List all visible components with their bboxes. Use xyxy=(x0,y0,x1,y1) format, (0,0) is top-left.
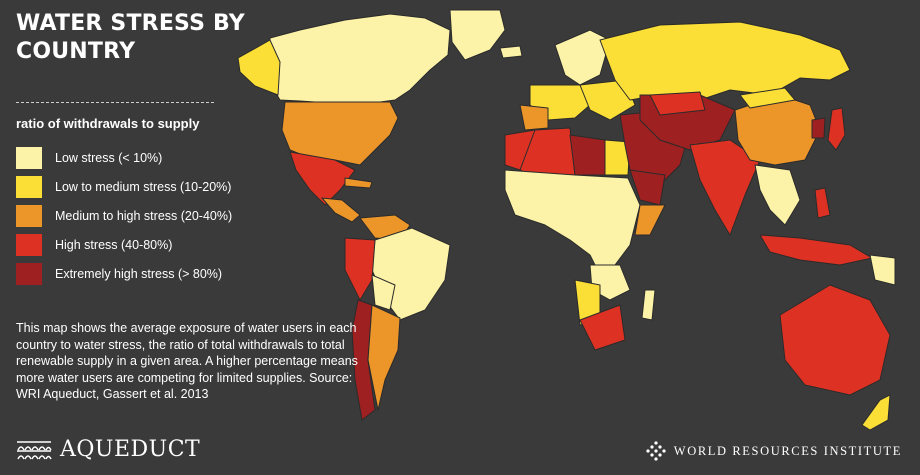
region-peru xyxy=(344,237,376,301)
legend-label: High stress (40-80%) xyxy=(55,237,173,252)
region-canada xyxy=(267,13,451,104)
region-iberia xyxy=(519,104,549,131)
region-mexico xyxy=(289,151,356,206)
region-greenland xyxy=(449,9,506,61)
legend-item-low: Low stress (< 10%) xyxy=(16,143,232,172)
region-new-zealand xyxy=(861,394,891,431)
wri-icon xyxy=(646,441,666,461)
aqueduct-icon xyxy=(17,440,52,459)
region-egypt xyxy=(604,139,631,176)
legend-swatch xyxy=(16,233,42,256)
region-japan xyxy=(827,107,846,151)
legend-item-medium-high: Medium to high stress (20-40%) xyxy=(16,201,232,230)
region-mongolia xyxy=(739,87,796,109)
legend-label: Medium to high stress (20-40%) xyxy=(55,208,233,223)
wri-wordmark: WORLD RESOURCES INSTITUTE xyxy=(673,443,902,458)
legend-label: Extremely high stress (> 80%) xyxy=(55,266,223,281)
region-philippines xyxy=(814,187,831,219)
legend-item-extremely-high: Extremely high stress (> 80%) xyxy=(16,259,232,288)
region-india xyxy=(689,139,761,236)
region-scandinavia xyxy=(554,29,611,86)
region-indonesia xyxy=(759,234,873,266)
region-cuba xyxy=(344,177,373,189)
region-argentina xyxy=(367,304,401,411)
region-madagascar xyxy=(641,289,656,321)
region-africa-west-central xyxy=(504,169,641,276)
region-south-africa xyxy=(579,304,626,351)
legend-swatch xyxy=(16,204,42,227)
region-australia xyxy=(779,284,891,396)
region-se-asia xyxy=(754,164,801,226)
legend-label: Low stress (< 10%) xyxy=(55,150,163,165)
legend-swatch xyxy=(16,262,42,285)
wri-logo: WORLD RESOURCES INSTITUTE xyxy=(646,441,902,461)
legend-item-low-medium: Low to medium stress (10-20%) xyxy=(16,172,232,201)
region-iceland xyxy=(499,45,523,59)
aqueduct-logo: AQUEDUCT xyxy=(16,437,200,462)
region-libya xyxy=(569,134,606,176)
region-bolivia xyxy=(371,274,396,311)
region-central-america xyxy=(321,197,361,223)
legend-label: Low to medium stress (10-20%) xyxy=(55,179,232,194)
map-description: This map shows the average exposure of w… xyxy=(16,321,358,401)
legend-swatch xyxy=(16,146,42,169)
legend-title: ratio of withdrawals to supply xyxy=(16,116,200,131)
legend-item-high: High stress (40-80%) xyxy=(16,230,232,259)
region-somalia xyxy=(634,204,666,236)
region-alaska xyxy=(237,39,281,96)
title-divider xyxy=(16,102,214,103)
map-title: WATER STRESS BY COUNTRY xyxy=(16,11,245,64)
region-korea xyxy=(811,117,826,139)
legend: Low stress (< 10%) Low to medium stress … xyxy=(16,143,232,288)
legend-swatch xyxy=(16,175,42,198)
region-kazakhstan xyxy=(649,91,706,116)
region-russia xyxy=(599,21,851,101)
aqueduct-wordmark: AQUEDUCT xyxy=(60,437,201,462)
region-png xyxy=(869,254,896,286)
region-usa xyxy=(281,101,399,166)
